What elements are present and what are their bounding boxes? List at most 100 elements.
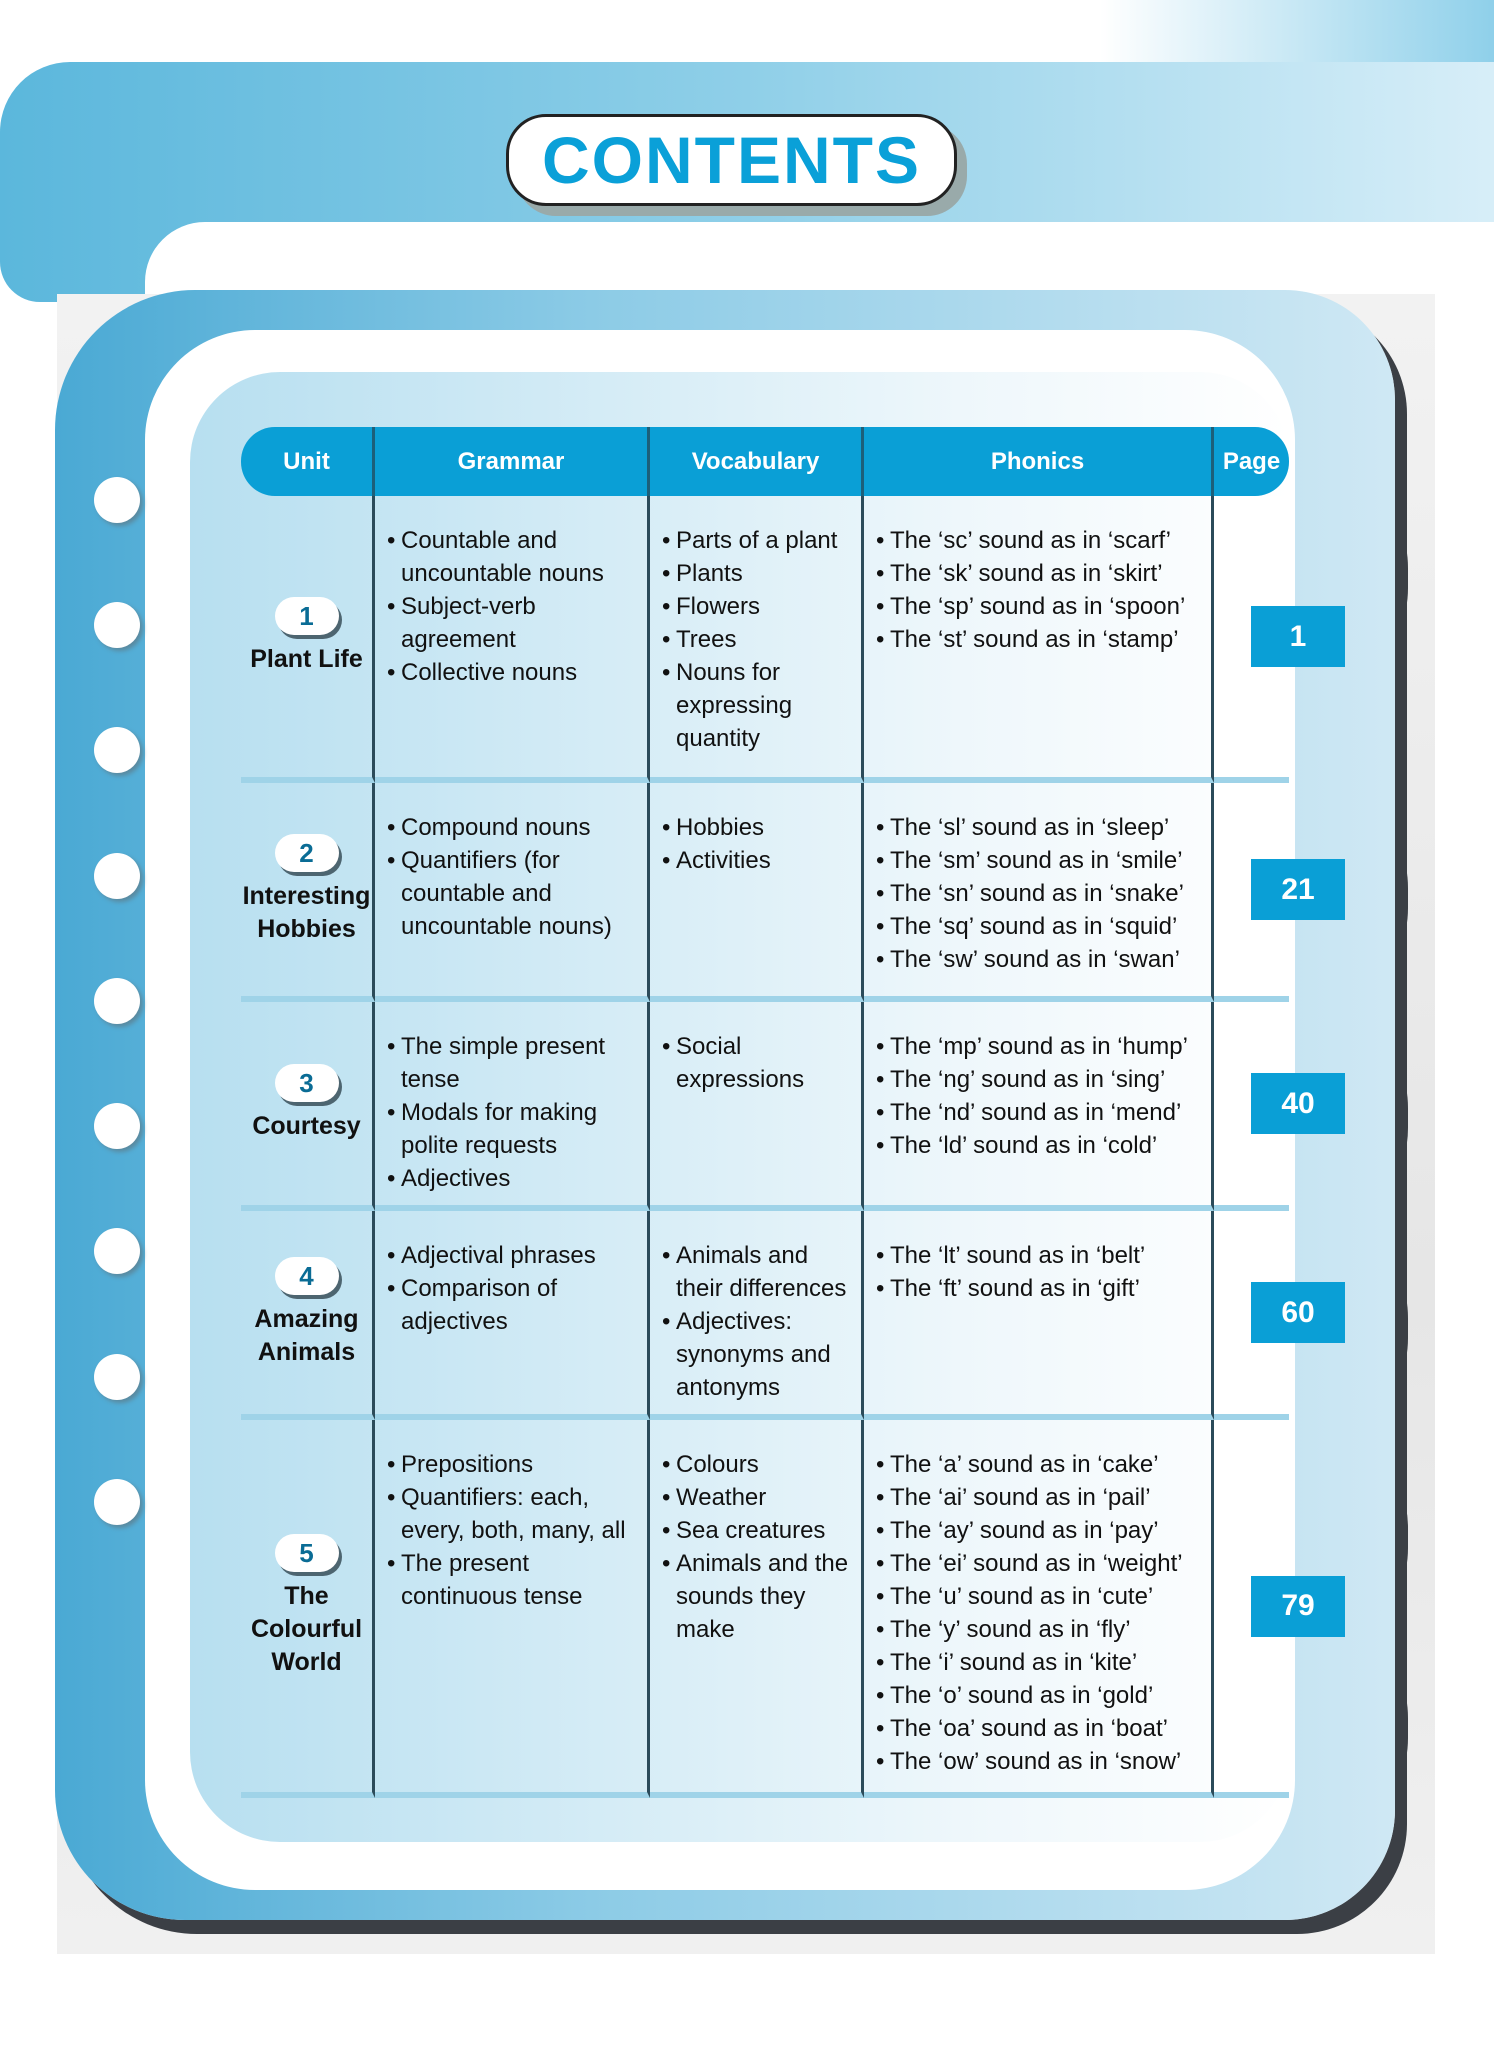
unit-cell: 2 Interesting Hobbies [241, 783, 375, 1002]
unit-number: 2 [274, 833, 339, 872]
phonics-item: The ‘i’ sound as in ‘kite’ [876, 1646, 1205, 1679]
page-cell: 40 [1214, 1002, 1345, 1211]
vocabulary-item: Social expressions [662, 1030, 855, 1096]
phonics-item: The ‘sn’ sound as in ‘snake’ [876, 877, 1205, 910]
grammar-item: Collective nouns [387, 656, 641, 689]
phonics-item: The ‘ay’ sound as in ‘pay’ [876, 1514, 1205, 1547]
vocabulary-item: Colours [662, 1448, 855, 1481]
phonics-item: The ‘sk’ sound as in ‘skirt’ [876, 557, 1205, 590]
phonics-item: The ‘nd’ sound as in ‘mend’ [876, 1096, 1205, 1129]
binder-hole [94, 853, 140, 899]
vocabulary-item: Sea creatures [662, 1514, 855, 1547]
grammar-cell: Compound nounsQuantifiers (for countable… [375, 783, 650, 1002]
phonics-item: The ‘ai’ sound as in ‘pail’ [876, 1481, 1205, 1514]
vocabulary-cell: HobbiesActivities [650, 783, 864, 1002]
unit-name: Interesting Hobbies [242, 881, 371, 943]
phonics-cell: The ‘mp’ sound as in ‘hump’The ‘ng’ soun… [864, 1002, 1214, 1211]
phonics-item: The ‘ei’ sound as in ‘weight’ [876, 1547, 1205, 1580]
unit-name: Courtesy [252, 1112, 361, 1140]
vocabulary-item: Hobbies [662, 811, 855, 844]
unit-name: Amazing Animals [254, 1304, 359, 1366]
grammar-item: Adjectival phrases [387, 1239, 641, 1272]
vocabulary-item: Flowers [662, 590, 855, 623]
unit-number: 3 [274, 1064, 339, 1102]
page-title: CONTENTS [506, 114, 957, 206]
vocabulary-cell: Social expressions [650, 1002, 864, 1211]
phonics-cell: The ‘sl’ sound as in ‘sleep’The ‘sm’ sou… [864, 783, 1214, 1002]
unit-number: 1 [274, 597, 339, 635]
phonics-item: The ‘y’ sound as in ‘fly’ [876, 1613, 1205, 1646]
header-grammar: Grammar [375, 427, 650, 496]
header-vocabulary: Vocabulary [650, 427, 864, 496]
page-number[interactable]: 60 [1251, 1282, 1345, 1343]
page-number[interactable]: 1 [1251, 606, 1345, 667]
phonics-cell: The ‘a’ sound as in ‘cake’The ‘ai’ sound… [864, 1420, 1214, 1798]
vocabulary-item: Parts of a plant [662, 524, 855, 557]
phonics-item: The ‘sl’ sound as in ‘sleep’ [876, 811, 1205, 844]
phonics-item: The ‘u’ sound as in ‘cute’ [876, 1580, 1205, 1613]
unit-cell: 3 Courtesy [241, 1002, 375, 1211]
page-number[interactable]: 21 [1251, 859, 1345, 920]
grammar-item: Comparison of adjectives [387, 1272, 641, 1338]
binder-hole [94, 602, 140, 648]
vocabulary-cell: ColoursWeatherSea creaturesAnimals and t… [650, 1420, 864, 1798]
grammar-item: Quantifiers: each, every, both, many, al… [387, 1481, 641, 1547]
phonics-item: The ‘ng’ sound as in ‘sing’ [876, 1063, 1205, 1096]
phonics-cell: The ‘lt’ sound as in ‘belt’The ‘ft’ soun… [864, 1211, 1214, 1420]
phonics-item: The ‘a’ sound as in ‘cake’ [876, 1448, 1205, 1481]
phonics-item: The ‘sq’ sound as in ‘squid’ [876, 910, 1205, 943]
header-page: Page [1214, 427, 1289, 496]
binder-hole [94, 1103, 140, 1149]
top-gradient [1100, 0, 1494, 62]
phonics-cell: The ‘sc’ sound as in ‘scarf’The ‘sk’ sou… [864, 496, 1214, 783]
grammar-item: Quantifiers (for countable and uncountab… [387, 844, 641, 943]
contents-table: Unit Grammar Vocabulary Phonics Page 1 Pl… [241, 427, 1345, 1798]
vocabulary-item: Animals and their differences [662, 1239, 855, 1305]
binder-hole [94, 1354, 140, 1400]
binder-hole [94, 1479, 140, 1525]
grammar-item: Compound nouns [387, 811, 641, 844]
phonics-item: The ‘ow’ sound as in ‘snow’ [876, 1745, 1205, 1778]
phonics-item: The ‘ft’ sound as in ‘gift’ [876, 1272, 1205, 1305]
page-cell: 60 [1214, 1211, 1345, 1420]
unit-number: 5 [274, 1533, 339, 1572]
phonics-item: The ‘st’ sound as in ‘stamp’ [876, 623, 1205, 656]
grammar-item: Subject-verb agreement [387, 590, 641, 656]
grammar-cell: PrepositionsQuantifiers: each, every, bo… [375, 1420, 650, 1798]
vocabulary-item: Activities [662, 844, 855, 877]
grammar-item: Modals for making polite requests [387, 1096, 641, 1162]
vocabulary-item: Nouns for expressing quantity [662, 656, 855, 755]
grammar-cell: Adjectival phrasesComparison of adjectiv… [375, 1211, 650, 1420]
vocabulary-item: Animals and the sounds they make [662, 1547, 855, 1646]
phonics-item: The ‘o’ sound as in ‘gold’ [876, 1679, 1205, 1712]
phonics-item: The ‘lt’ sound as in ‘belt’ [876, 1239, 1205, 1272]
unit-name: The Colourful World [250, 1581, 363, 1676]
grammar-item: Prepositions [387, 1448, 641, 1481]
vocabulary-item: Adjectives: synonyms and antonyms [662, 1305, 855, 1404]
phonics-item: The ‘sp’ sound as in ‘spoon’ [876, 590, 1205, 623]
phonics-item: The ‘sc’ sound as in ‘scarf’ [876, 524, 1205, 557]
vocabulary-cell: Animals and their differencesAdjectives:… [650, 1211, 864, 1420]
phonics-item: The ‘ld’ sound as in ‘cold’ [876, 1129, 1205, 1162]
grammar-item: Countable and uncountable nouns [387, 524, 641, 590]
binder-hole [94, 727, 140, 773]
vocabulary-item: Plants [662, 557, 855, 590]
unit-cell: 1 Plant Life [241, 496, 375, 783]
binder-hole [94, 477, 140, 523]
binder-hole [94, 978, 140, 1024]
unit-cell: 4 Amazing Animals [241, 1211, 375, 1420]
unit-cell: 5 The Colourful World [241, 1420, 375, 1798]
grammar-item: The simple present tense [387, 1030, 641, 1096]
phonics-item: The ‘oa’ sound as in ‘boat’ [876, 1712, 1205, 1745]
grammar-cell: The simple present tenseModals for makin… [375, 1002, 650, 1211]
grammar-item: The present continuous tense [387, 1547, 641, 1613]
vocabulary-item: Weather [662, 1481, 855, 1514]
page-number[interactable]: 40 [1251, 1073, 1345, 1134]
page-number[interactable]: 79 [1251, 1575, 1345, 1637]
page-cell: 21 [1214, 783, 1345, 1002]
vocabulary-item: Trees [662, 623, 855, 656]
phonics-item: The ‘mp’ sound as in ‘hump’ [876, 1030, 1205, 1063]
vocabulary-cell: Parts of a plantPlantsFlowersTreesNouns … [650, 496, 864, 783]
phonics-item: The ‘sm’ sound as in ‘smile’ [876, 844, 1205, 877]
binder-hole [94, 1228, 140, 1274]
